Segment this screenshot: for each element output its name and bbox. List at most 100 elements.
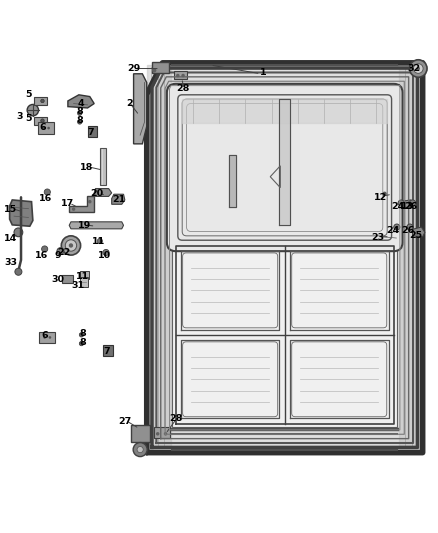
Circle shape — [164, 432, 167, 435]
Circle shape — [176, 74, 180, 77]
Circle shape — [44, 189, 50, 195]
Polygon shape — [10, 200, 33, 226]
Text: 31: 31 — [71, 281, 85, 290]
Circle shape — [78, 111, 82, 115]
Circle shape — [410, 60, 427, 77]
Polygon shape — [134, 74, 147, 144]
Text: 19: 19 — [78, 221, 91, 230]
Text: 25: 25 — [410, 231, 423, 240]
Polygon shape — [112, 194, 125, 204]
Text: 12: 12 — [374, 193, 387, 202]
Circle shape — [152, 68, 156, 72]
Text: 5: 5 — [25, 114, 32, 123]
Text: 28: 28 — [170, 414, 183, 423]
Bar — [100, 148, 106, 185]
Bar — [154, 427, 170, 438]
Text: 7: 7 — [88, 128, 95, 137]
Polygon shape — [378, 189, 399, 199]
Polygon shape — [147, 63, 423, 453]
Text: 6: 6 — [39, 123, 46, 132]
Text: 4: 4 — [78, 99, 85, 108]
Text: 8: 8 — [79, 338, 86, 347]
Circle shape — [41, 99, 44, 103]
Text: 26: 26 — [404, 203, 417, 212]
Circle shape — [41, 119, 44, 123]
Circle shape — [382, 191, 387, 196]
Text: 23: 23 — [371, 233, 384, 242]
Circle shape — [47, 127, 50, 130]
Text: 15: 15 — [4, 205, 18, 214]
Polygon shape — [69, 196, 94, 212]
Circle shape — [88, 200, 92, 204]
Text: 18: 18 — [80, 163, 93, 172]
Polygon shape — [172, 88, 397, 427]
Text: 30: 30 — [51, 275, 64, 284]
Polygon shape — [413, 227, 425, 237]
Bar — [34, 117, 47, 125]
Polygon shape — [170, 86, 400, 430]
Circle shape — [15, 268, 22, 275]
Text: 3: 3 — [17, 112, 23, 121]
Text: 16: 16 — [35, 251, 48, 260]
Polygon shape — [161, 77, 409, 439]
Polygon shape — [94, 189, 112, 197]
Text: 11: 11 — [76, 272, 89, 281]
Circle shape — [14, 228, 23, 237]
Text: 5: 5 — [25, 90, 32, 99]
Circle shape — [133, 442, 147, 457]
Circle shape — [79, 333, 84, 337]
Bar — [103, 345, 113, 356]
Bar — [39, 332, 55, 343]
Circle shape — [57, 248, 64, 255]
Text: 29: 29 — [127, 63, 140, 72]
Bar — [131, 425, 150, 442]
Circle shape — [72, 207, 75, 211]
Circle shape — [49, 336, 51, 339]
Text: 14: 14 — [4, 235, 18, 244]
Circle shape — [137, 447, 143, 453]
Circle shape — [27, 104, 39, 116]
Bar — [88, 126, 97, 137]
Circle shape — [78, 120, 82, 124]
Circle shape — [69, 243, 73, 248]
Text: 32: 32 — [407, 63, 420, 72]
Text: 8: 8 — [77, 116, 84, 125]
Circle shape — [417, 67, 420, 70]
Polygon shape — [156, 72, 413, 443]
Polygon shape — [399, 200, 414, 207]
Circle shape — [42, 246, 48, 252]
Circle shape — [394, 224, 400, 230]
Text: 8: 8 — [79, 329, 86, 338]
Text: 20: 20 — [91, 189, 104, 198]
Polygon shape — [69, 222, 124, 229]
Circle shape — [410, 200, 416, 206]
Text: 24: 24 — [387, 225, 400, 235]
Text: 13: 13 — [401, 201, 414, 211]
Circle shape — [42, 127, 45, 130]
FancyBboxPatch shape — [167, 84, 403, 251]
Circle shape — [79, 342, 84, 346]
Text: 26: 26 — [402, 225, 415, 235]
Text: 6: 6 — [42, 331, 49, 340]
Text: 24: 24 — [391, 203, 404, 212]
Bar — [80, 278, 88, 287]
Text: 17: 17 — [61, 199, 74, 208]
Bar — [152, 62, 169, 73]
Bar — [80, 271, 89, 279]
Polygon shape — [147, 63, 423, 453]
Text: 22: 22 — [57, 247, 70, 256]
Text: 9: 9 — [55, 251, 62, 260]
Circle shape — [61, 236, 81, 255]
Circle shape — [181, 74, 185, 77]
Bar — [62, 275, 73, 283]
Bar — [38, 123, 54, 134]
Polygon shape — [165, 81, 404, 434]
Circle shape — [407, 224, 413, 230]
Circle shape — [65, 240, 77, 251]
Polygon shape — [378, 227, 401, 246]
Text: 28: 28 — [177, 84, 190, 93]
Circle shape — [43, 336, 46, 339]
Text: 8: 8 — [77, 107, 84, 116]
Circle shape — [103, 249, 109, 255]
Circle shape — [398, 200, 404, 206]
